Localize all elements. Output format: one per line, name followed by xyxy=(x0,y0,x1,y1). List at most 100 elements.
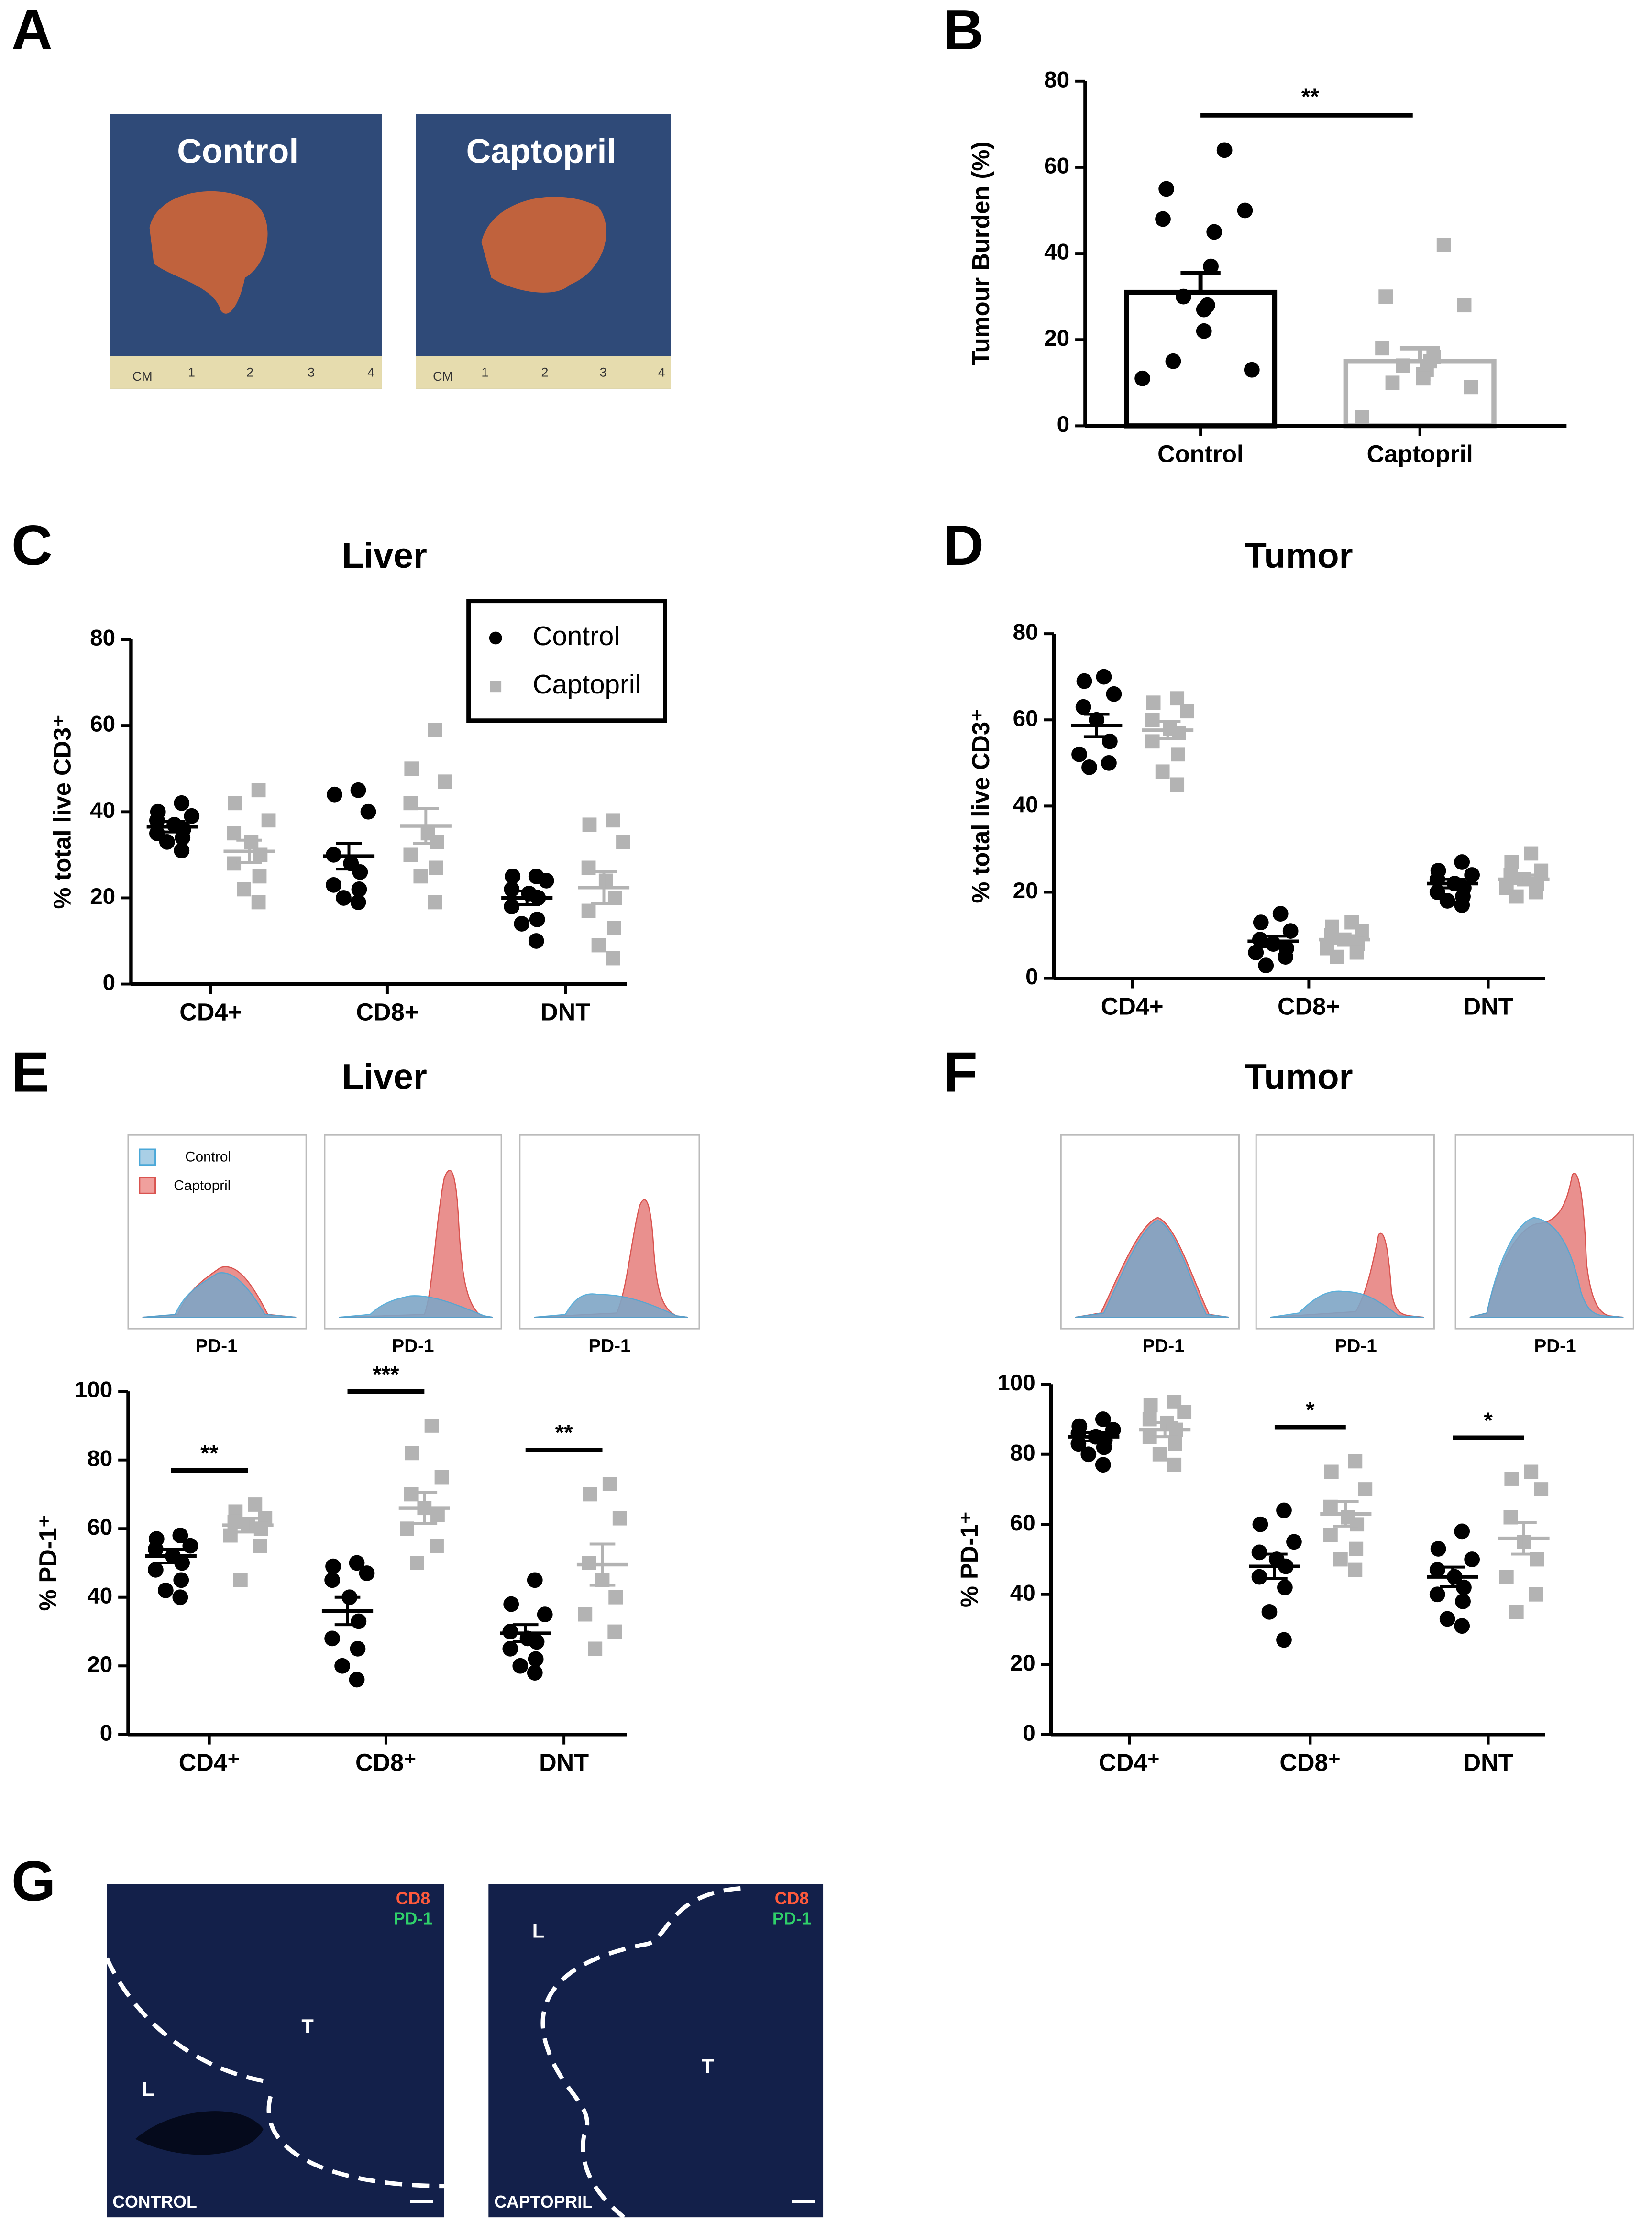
point xyxy=(159,834,175,850)
error-bar xyxy=(1511,1521,1537,1556)
error-bar xyxy=(1262,1552,1288,1580)
point xyxy=(1180,704,1195,719)
micrograph xyxy=(107,1884,445,2218)
point xyxy=(349,1672,365,1688)
y-tick-label: 80 xyxy=(90,626,115,651)
point xyxy=(1276,1632,1292,1648)
point xyxy=(1464,1551,1480,1567)
error-bar xyxy=(514,890,540,906)
point xyxy=(403,847,418,862)
point xyxy=(1524,1464,1539,1479)
point xyxy=(1170,777,1185,792)
point xyxy=(1076,673,1092,689)
stain-label: PD-1 xyxy=(394,1909,432,1928)
point xyxy=(1349,1541,1364,1556)
x-tick-label: CD4⁺ xyxy=(1099,1749,1160,1776)
y-tick-label: 40 xyxy=(1044,240,1069,265)
point xyxy=(1416,371,1431,386)
point xyxy=(1277,1579,1293,1595)
point xyxy=(336,890,352,906)
ruler-label: CM xyxy=(132,369,153,384)
point xyxy=(1454,854,1470,870)
point xyxy=(1455,1594,1471,1609)
point xyxy=(1378,289,1393,304)
x-tick-label: CD8+ xyxy=(1278,993,1340,1020)
y-tick-label: 60 xyxy=(87,1515,112,1540)
point xyxy=(172,1589,188,1606)
point xyxy=(1333,1552,1348,1567)
error-bar xyxy=(589,1542,616,1587)
point xyxy=(1504,855,1519,869)
chart: 0 20 40 60 80 CD4+ CD8+ DNT % total live CD3⁺ Tum… xyxy=(967,536,1550,1020)
ruler-label: 4 xyxy=(367,365,374,379)
ruler-label: 3 xyxy=(600,365,607,379)
x-tick-label: CD4+ xyxy=(1101,993,1164,1020)
point xyxy=(1350,1517,1365,1532)
chart: Control Captopril 0 20 40 60 80 CD4+ CD8+ DNT % to… xyxy=(48,536,667,1025)
point xyxy=(1396,358,1410,373)
error-bar xyxy=(1440,878,1465,890)
point xyxy=(174,795,190,811)
point xyxy=(527,1665,543,1681)
legend-label: Captopril xyxy=(174,1177,231,1193)
error-bar xyxy=(1180,271,1221,293)
point xyxy=(351,1613,367,1629)
point xyxy=(527,1572,543,1588)
point xyxy=(538,873,554,889)
point xyxy=(591,938,606,953)
error-bar xyxy=(236,838,262,864)
stain-label: CD8 xyxy=(775,1889,809,1908)
point xyxy=(438,774,452,789)
point xyxy=(1529,885,1543,900)
point xyxy=(1146,695,1161,710)
histograms-tumor: PD-1 PD-1 PD-1 xyxy=(1060,1134,1634,1356)
point xyxy=(251,783,266,798)
point xyxy=(1504,1472,1519,1486)
point xyxy=(1248,945,1264,961)
boundary xyxy=(105,1957,271,2084)
point xyxy=(581,903,596,918)
y-tick-label: 60 xyxy=(1044,154,1069,179)
histogram-x-label: PD-1 xyxy=(1335,1336,1377,1356)
significance-label: *** xyxy=(373,1362,399,1387)
error-bar xyxy=(1260,935,1286,948)
caption: CAPTOPRIL xyxy=(494,2192,593,2211)
point xyxy=(430,1539,444,1553)
point xyxy=(1196,323,1212,339)
significance-label: ** xyxy=(555,1420,573,1445)
error-bar xyxy=(512,1623,539,1643)
point xyxy=(1152,1447,1167,1462)
panel-letter: C xyxy=(11,514,53,577)
photo-control: Control CM 1 2 3 4 xyxy=(110,114,382,389)
point xyxy=(1278,949,1294,965)
chart-title: Liver xyxy=(342,536,427,575)
point xyxy=(1244,362,1260,378)
point xyxy=(1252,1516,1268,1532)
point xyxy=(1272,906,1289,922)
y-tick-label: 80 xyxy=(1013,620,1038,645)
vessel xyxy=(135,2111,264,2155)
point xyxy=(360,803,376,820)
error-bar xyxy=(1511,873,1537,885)
point xyxy=(588,1641,603,1656)
micrograph xyxy=(488,1884,824,2218)
point xyxy=(502,1640,518,1657)
legend-marker xyxy=(490,681,502,693)
error-bar xyxy=(1155,720,1181,740)
y-tick-label: 100 xyxy=(75,1377,112,1403)
point xyxy=(1145,734,1160,749)
point xyxy=(1096,1439,1112,1455)
panel-letter: A xyxy=(11,0,53,62)
point xyxy=(537,1606,553,1622)
point xyxy=(1081,759,1097,775)
error-bar xyxy=(1399,346,1440,362)
point xyxy=(1464,867,1480,883)
point xyxy=(349,1555,365,1571)
legend-label: Control xyxy=(185,1149,231,1165)
point xyxy=(1095,1457,1111,1473)
point xyxy=(251,895,266,910)
error-bar xyxy=(1083,713,1110,738)
ruler-label: 3 xyxy=(308,365,315,379)
point xyxy=(428,895,442,910)
significance-label: * xyxy=(1306,1397,1315,1423)
